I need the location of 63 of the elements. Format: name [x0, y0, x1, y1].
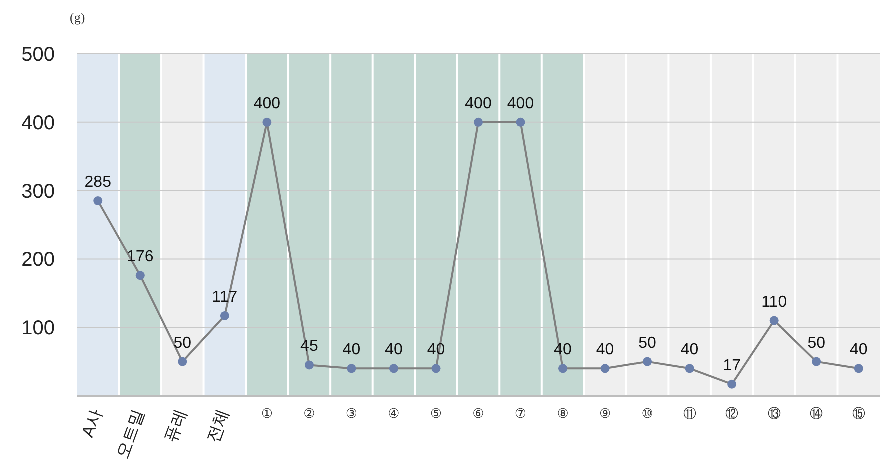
y-tick-label: 400 — [22, 112, 55, 134]
point — [389, 364, 398, 374]
x-tick-label: ⑨ — [599, 407, 612, 422]
y-tick-label: 300 — [22, 180, 55, 203]
point — [220, 311, 230, 320]
point — [558, 364, 568, 374]
x-tick-label: ③ — [346, 407, 358, 422]
data-label: 40 — [554, 342, 572, 359]
point — [600, 364, 610, 374]
x-tick-label: ⑮ — [852, 407, 866, 422]
data-label: 40 — [850, 342, 868, 359]
y-tick-label: 100 — [22, 318, 55, 340]
point — [770, 316, 779, 326]
data-label: 40 — [342, 342, 361, 359]
point — [262, 118, 272, 127]
data-label: 176 — [127, 248, 154, 266]
x-tick-label: ⑩ — [642, 407, 654, 422]
x-tick-label: ⑦ — [514, 407, 527, 422]
x-tick-label: A사 — [78, 406, 106, 440]
point — [347, 364, 356, 374]
data-label: 40 — [596, 342, 614, 359]
data-label: 400 — [507, 95, 534, 112]
data-label: 40 — [427, 342, 446, 359]
y-axis-title: (g) — [70, 10, 86, 25]
x-tick-label: ⑤ — [430, 407, 442, 422]
data-label: 285 — [84, 174, 112, 192]
data-label: 40 — [385, 342, 403, 359]
point — [516, 118, 526, 127]
y-tick-label: 200 — [22, 249, 55, 272]
point — [474, 118, 483, 127]
x-tick-label: ⑬ — [768, 407, 781, 422]
x-tick-label: ⑪ — [683, 407, 696, 422]
point — [685, 364, 694, 374]
x-tick-label: 퓨레 — [160, 406, 190, 446]
point — [178, 357, 188, 366]
point — [728, 380, 737, 389]
x-tick-label: 전체 — [203, 406, 233, 446]
point — [304, 360, 314, 370]
point — [94, 196, 103, 206]
y-tick-label: 500 — [22, 44, 55, 66]
point — [432, 364, 441, 374]
point — [643, 357, 652, 366]
x-tick-label: 오트밀 — [112, 406, 148, 462]
data-label: 117 — [212, 288, 238, 306]
data-label: 400 — [254, 95, 281, 112]
data-label: 50 — [174, 334, 192, 352]
x-tick-label: ① — [261, 407, 274, 422]
x-tick-label: ⑧ — [557, 407, 569, 422]
x-tick-label: ⑭ — [810, 407, 824, 422]
data-label: 17 — [723, 357, 742, 374]
point — [136, 271, 145, 280]
data-label: 50 — [808, 334, 826, 352]
data-label: 110 — [762, 294, 788, 311]
x-tick-label: ④ — [388, 407, 400, 422]
point — [812, 357, 822, 366]
x-tick-label: ⑫ — [726, 407, 739, 422]
data-label: 40 — [680, 342, 699, 359]
x-tick-label: ② — [304, 407, 316, 422]
x-tick-label: ⑥ — [472, 407, 484, 422]
data-label: 400 — [465, 95, 492, 112]
point — [854, 364, 864, 374]
data-label: 45 — [300, 338, 318, 356]
data-label: 50 — [638, 334, 657, 352]
